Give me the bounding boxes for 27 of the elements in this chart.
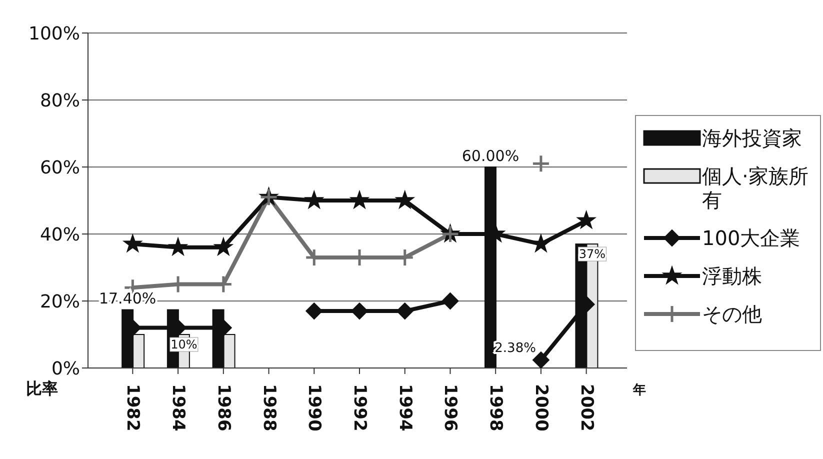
x-tick-label: 2002 (576, 384, 596, 432)
x-tick-label: 1994 (394, 384, 415, 432)
x-tick-label: 1998 (486, 384, 506, 432)
legend-label: 浮動株 (702, 264, 762, 288)
x-tick-label: 1992 (350, 384, 370, 432)
data-label: 37% (578, 247, 606, 262)
legend-label: 100大企業 (702, 226, 800, 250)
y-tick-label: 0% (51, 358, 80, 380)
x-tick-label: 1982 (122, 384, 143, 432)
y-tick-label: 60% (40, 157, 80, 178)
x-tick-label: 1988 (258, 384, 279, 432)
data-label: 60.00% (462, 147, 520, 165)
legend-label: 個人·家族所有 (702, 164, 810, 212)
y-tick-label: 40% (40, 224, 80, 246)
y-tick-label: 100% (28, 23, 80, 44)
y-tick-label: 20% (40, 291, 80, 312)
x-tick-label: 1984 (168, 384, 188, 432)
x-tick-label: 1996 (440, 384, 460, 432)
x-tick-label: 1986 (213, 384, 234, 432)
legend-label: 海外投資家 (702, 126, 802, 150)
legend-label: その他 (702, 302, 762, 326)
x-axis-title: 年 (632, 383, 646, 398)
x-tick-label: 1990 (304, 384, 324, 432)
data-label: 10% (170, 338, 198, 352)
y-axis-title: 比率 (26, 379, 58, 398)
y-tick-label: 80% (40, 90, 80, 112)
x-tick-label: 2000 (530, 384, 551, 432)
